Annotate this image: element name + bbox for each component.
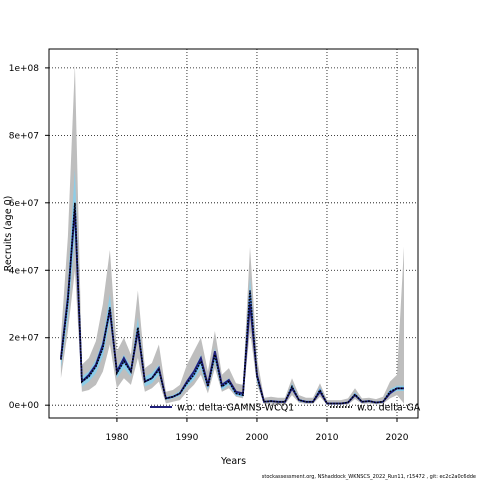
y-tick-label: 0e+00 <box>9 401 40 411</box>
x-tick-label: 2010 <box>316 433 339 443</box>
x-tick-label: 1990 <box>175 433 198 443</box>
legend-label-main: w.o. delta-GAMNS-WCQ1 <box>177 403 294 414</box>
y-tick-label: 8e+07 <box>9 131 39 141</box>
y-tick-label: 6e+07 <box>9 199 39 209</box>
x-axis-label: Years <box>220 456 246 467</box>
confidence-band-main <box>60 64 405 405</box>
series-line-main <box>60 209 404 405</box>
confidence-bands <box>60 64 405 405</box>
axes: 1980 1990 2000 2010 2020 0e+00 2e+07 4e+07 6e+07… <box>9 64 409 443</box>
x-tick-label: 2000 <box>246 433 269 443</box>
footer-caption: stockassessment.org, NShaddock_WKNSCS_20… <box>262 474 476 480</box>
x-tick-label: 1980 <box>105 433 128 443</box>
y-tick-label: 1e+08 <box>9 64 40 74</box>
y-axis-label: Recruits (age 0) <box>3 196 14 272</box>
y-tick-label: 4e+07 <box>9 266 39 276</box>
legend: w.o. delta-GAMNS-WCQ1 w.o. delta-GA <box>150 403 421 414</box>
y-tick-label: 2e+07 <box>9 334 39 344</box>
plot-frame <box>48 48 419 419</box>
series-line-dashed <box>60 202 404 405</box>
series-lines <box>60 202 404 405</box>
legend-label-dashed: w.o. delta-GA <box>357 403 421 414</box>
x-tick-label: 2020 <box>386 433 409 443</box>
